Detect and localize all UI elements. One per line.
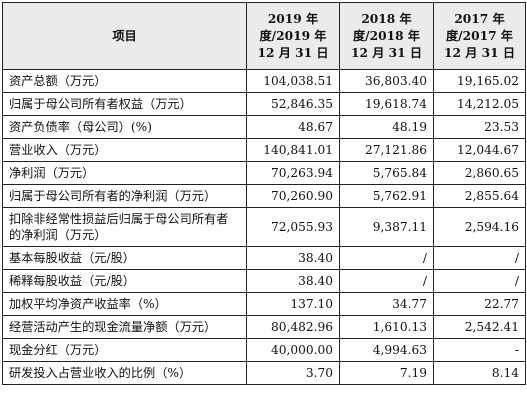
cell-2017: / — [433, 246, 526, 270]
cell-2018: 4,994.63 — [339, 338, 434, 362]
cell-2017: 2,594.16 — [433, 207, 526, 247]
header-item: 项目 — [2, 2, 247, 70]
header-2018: 2018 年度/2018 年 12 月 31 日 — [339, 2, 434, 70]
row-label: 资产负债率（母公司）(%) — [2, 115, 247, 139]
row-label: 加权平均净资产收益率（%） — [2, 292, 247, 316]
cell-2017: 2,860.65 — [433, 161, 526, 185]
row-label: 基本每股收益（元/股） — [2, 246, 247, 270]
cell-2019: 40,000.00 — [246, 338, 340, 362]
cell-2018: 1,610.13 — [339, 315, 434, 339]
cell-2017: / — [433, 269, 526, 293]
table-row: 扣除非经常性损益后归属于母公司所有者的净利润（万元） 72,055.93 9,3… — [2, 207, 526, 247]
cell-2017: 12,044.67 — [433, 138, 526, 162]
cell-2019: 80,482.96 — [246, 315, 340, 339]
row-label: 研发投入占营业收入的比例（%） — [2, 361, 247, 385]
row-label: 营业收入（万元） — [2, 138, 247, 162]
cell-2018: / — [339, 269, 434, 293]
table-row: 归属于母公司所有者的净利润（万元） 70,260.90 5,762.91 2,8… — [2, 184, 526, 208]
cell-2019: 140,841.01 — [246, 138, 340, 162]
table-row: 营业收入（万元） 140,841.01 27,121.86 12,044.67 — [2, 138, 526, 162]
row-label: 扣除非经常性损益后归属于母公司所有者的净利润（万元） — [2, 207, 247, 247]
row-label: 归属于母公司所有者的净利润（万元） — [2, 184, 247, 208]
table-row: 资产负债率（母公司）(%) 48.67 48.19 23.53 — [2, 115, 526, 139]
row-label: 现金分红（万元） — [2, 338, 247, 362]
cell-2019: 104,038.51 — [246, 69, 340, 93]
cell-2017: 2,855.64 — [433, 184, 526, 208]
cell-2017: 14,212.05 — [433, 92, 526, 116]
cell-2019: 48.67 — [246, 115, 340, 139]
cell-2018: 5,765.84 — [339, 161, 434, 185]
header-2019: 2019 年度/2019 年 12 月 31 日 — [246, 2, 340, 70]
cell-2017: 19,165.02 — [433, 69, 526, 93]
cell-2019: 70,260.90 — [246, 184, 340, 208]
cell-2017: 23.53 — [433, 115, 526, 139]
cell-2018: 27,121.86 — [339, 138, 434, 162]
table-row: 加权平均净资产收益率（%） 137.10 34.77 22.77 — [2, 292, 526, 316]
cell-2018: 7.19 — [339, 361, 434, 385]
row-label: 稀释每股收益（元/股） — [2, 269, 247, 293]
cell-2018: 34.77 — [339, 292, 434, 316]
cell-2017: 22.77 — [433, 292, 526, 316]
cell-2018: 48.19 — [339, 115, 434, 139]
cell-2018: 9,387.11 — [339, 207, 434, 247]
table-row: 净利润（万元） 70,263.94 5,765.84 2,860.65 — [2, 161, 526, 185]
cell-2017: 8.14 — [433, 361, 526, 385]
table-row: 稀释每股收益（元/股） 38.40 / / — [2, 269, 526, 293]
cell-2019: 38.40 — [246, 246, 340, 270]
cell-2019: 70,263.94 — [246, 161, 340, 185]
cell-2018: 36,803.40 — [339, 69, 434, 93]
cell-2018: / — [339, 246, 434, 270]
cell-2017: - — [433, 338, 526, 362]
row-label: 净利润（万元） — [2, 161, 247, 185]
header-2017: 2017 年度/2017 年 12 月 31 日 — [433, 2, 526, 70]
cell-2019: 52,846.35 — [246, 92, 340, 116]
table-row: 经营活动产生的现金流量净额（万元） 80,482.96 1,610.13 2,5… — [2, 315, 526, 339]
table-row: 现金分红（万元） 40,000.00 4,994.63 - — [2, 338, 526, 362]
cell-2019: 38.40 — [246, 269, 340, 293]
cell-2018: 19,618.74 — [339, 92, 434, 116]
row-label: 归属于母公司所有者权益（万元） — [2, 92, 247, 116]
cell-2019: 137.10 — [246, 292, 340, 316]
row-label: 资产总额（万元） — [2, 69, 247, 93]
financial-summary-table: 项目 2019 年度/2019 年 12 月 31 日 2018 年度/2018… — [2, 2, 526, 385]
cell-2018: 5,762.91 — [339, 184, 434, 208]
cell-2019: 72,055.93 — [246, 207, 340, 247]
table-header-row: 项目 2019 年度/2019 年 12 月 31 日 2018 年度/2018… — [2, 2, 526, 70]
row-label: 经营活动产生的现金流量净额（万元） — [2, 315, 247, 339]
table-row: 归属于母公司所有者权益（万元） 52,846.35 19,618.74 14,2… — [2, 92, 526, 116]
cell-2017: 2,542.41 — [433, 315, 526, 339]
table-row: 基本每股收益（元/股） 38.40 / / — [2, 246, 526, 270]
cell-2019: 3.70 — [246, 361, 340, 385]
table-row: 资产总额（万元） 104,038.51 36,803.40 19,165.02 — [2, 69, 526, 93]
table-row: 研发投入占营业收入的比例（%） 3.70 7.19 8.14 — [2, 361, 526, 385]
